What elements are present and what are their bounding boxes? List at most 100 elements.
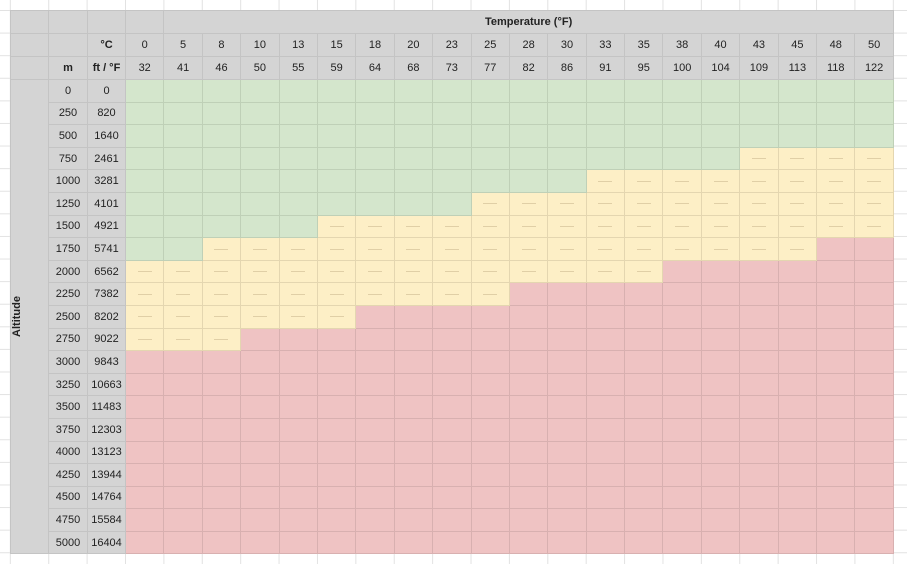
- status-cell-red[interactable]: [585, 463, 626, 487]
- status-cell-green[interactable]: [662, 79, 702, 103]
- status-cell-green[interactable]: [508, 101, 549, 126]
- status-cell-red[interactable]: [163, 463, 203, 487]
- status-cell-red[interactable]: [508, 417, 549, 442]
- altitude-m-cell[interactable]: 1750: [48, 237, 88, 261]
- status-cell-yellow[interactable]: [278, 259, 318, 284]
- status-cell-green[interactable]: [700, 79, 741, 103]
- status-cell-red[interactable]: [662, 440, 702, 465]
- altitude-ft-cell[interactable]: 9843: [87, 350, 126, 374]
- status-cell-red[interactable]: [585, 485, 626, 510]
- status-cell-red[interactable]: [662, 259, 702, 284]
- status-cell-green[interactable]: [547, 101, 587, 126]
- status-cell-red[interactable]: [624, 417, 664, 442]
- status-cell-green[interactable]: [662, 101, 702, 126]
- altitude-m-cell[interactable]: 1250: [48, 191, 88, 216]
- altitude-ft-cell[interactable]: 12303: [87, 417, 126, 442]
- status-cell-green[interactable]: [163, 146, 203, 171]
- status-cell-green[interactable]: [393, 101, 434, 126]
- empty-cell[interactable]: [10, 10, 49, 34]
- status-cell-green[interactable]: [278, 169, 318, 193]
- status-cell-red[interactable]: [278, 327, 318, 352]
- status-cell-red[interactable]: [470, 417, 510, 442]
- status-cell-red[interactable]: [662, 350, 702, 374]
- status-cell-red[interactable]: [124, 463, 165, 487]
- altitude-ft-cell[interactable]: 820: [87, 101, 126, 126]
- temp-f-header[interactable]: 95: [624, 56, 664, 80]
- status-cell-green[interactable]: [316, 101, 357, 126]
- status-cell-yellow[interactable]: [163, 304, 203, 329]
- altitude-ft-cell[interactable]: 7382: [87, 282, 126, 306]
- status-cell-red[interactable]: [470, 327, 510, 352]
- status-cell-red[interactable]: [739, 282, 779, 306]
- altitude-m-cell[interactable]: 250: [48, 101, 88, 126]
- status-cell-yellow[interactable]: [662, 169, 702, 193]
- status-cell-yellow[interactable]: [624, 191, 664, 216]
- status-cell-green[interactable]: [240, 101, 280, 126]
- status-cell-yellow[interactable]: [393, 282, 434, 306]
- temp-c-header[interactable]: 5: [163, 33, 203, 57]
- status-cell-red[interactable]: [432, 485, 472, 510]
- status-cell-red[interactable]: [585, 530, 626, 555]
- status-cell-red[interactable]: [432, 463, 472, 487]
- status-cell-red[interactable]: [700, 282, 741, 306]
- status-cell-red[interactable]: [624, 282, 664, 306]
- status-cell-red[interactable]: [432, 350, 472, 374]
- temp-f-header[interactable]: 113: [777, 56, 818, 80]
- status-cell-yellow[interactable]: [624, 259, 664, 284]
- status-cell-yellow[interactable]: [393, 259, 434, 284]
- status-cell-green[interactable]: [393, 146, 434, 171]
- status-cell-red[interactable]: [124, 417, 165, 442]
- status-cell-green[interactable]: [163, 169, 203, 193]
- status-cell-green[interactable]: [201, 124, 242, 148]
- status-cell-red[interactable]: [278, 395, 318, 419]
- status-cell-red[interactable]: [777, 259, 818, 284]
- status-cell-green[interactable]: [470, 101, 510, 126]
- status-cell-yellow[interactable]: [470, 191, 510, 216]
- status-cell-green[interactable]: [547, 169, 587, 193]
- status-cell-red[interactable]: [585, 304, 626, 329]
- status-cell-green[interactable]: [201, 214, 242, 239]
- status-cell-yellow[interactable]: [547, 214, 587, 239]
- status-cell-red[interactable]: [816, 485, 856, 510]
- status-cell-red[interactable]: [777, 327, 818, 352]
- status-cell-red[interactable]: [278, 530, 318, 555]
- status-cell-green[interactable]: [470, 169, 510, 193]
- temp-c-header[interactable]: 35: [624, 33, 664, 57]
- status-cell-yellow[interactable]: [547, 237, 587, 261]
- altitude-ft-cell[interactable]: 10663: [87, 372, 126, 397]
- status-cell-yellow[interactable]: [547, 191, 587, 216]
- altitude-m-cell[interactable]: 4250: [48, 463, 88, 487]
- status-cell-red[interactable]: [816, 304, 856, 329]
- status-cell-green[interactable]: [124, 214, 165, 239]
- status-cell-green[interactable]: [278, 214, 318, 239]
- status-cell-red[interactable]: [432, 508, 472, 532]
- status-cell-green[interactable]: [278, 79, 318, 103]
- status-cell-green[interactable]: [240, 79, 280, 103]
- status-cell-red[interactable]: [508, 282, 549, 306]
- status-cell-green[interactable]: [163, 79, 203, 103]
- status-cell-red[interactable]: [470, 463, 510, 487]
- status-cell-red[interactable]: [240, 350, 280, 374]
- status-cell-red[interactable]: [278, 417, 318, 442]
- status-cell-yellow[interactable]: [470, 214, 510, 239]
- status-cell-green[interactable]: [163, 191, 203, 216]
- status-cell-green[interactable]: [278, 146, 318, 171]
- status-cell-green[interactable]: [201, 101, 242, 126]
- status-cell-red[interactable]: [393, 395, 434, 419]
- status-cell-red[interactable]: [508, 372, 549, 397]
- altitude-m-cell[interactable]: 4750: [48, 508, 88, 532]
- status-cell-red[interactable]: [739, 350, 779, 374]
- status-cell-green[interactable]: [240, 124, 280, 148]
- status-cell-red[interactable]: [470, 530, 510, 555]
- altitude-m-cell[interactable]: 2250: [48, 282, 88, 306]
- status-cell-yellow[interactable]: [585, 191, 626, 216]
- status-cell-green[interactable]: [432, 79, 472, 103]
- status-cell-red[interactable]: [355, 350, 395, 374]
- status-cell-green[interactable]: [547, 79, 587, 103]
- status-cell-green[interactable]: [624, 124, 664, 148]
- status-cell-red[interactable]: [854, 440, 894, 465]
- status-cell-red[interactable]: [278, 372, 318, 397]
- temp-c-header[interactable]: 40: [700, 33, 741, 57]
- status-cell-yellow[interactable]: [432, 214, 472, 239]
- temp-c-header[interactable]: 45: [777, 33, 818, 57]
